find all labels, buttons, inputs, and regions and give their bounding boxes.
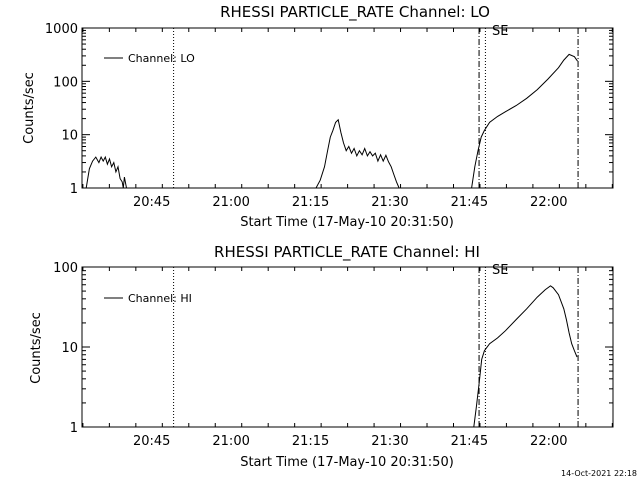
y-tick-label: 100 bbox=[53, 261, 78, 276]
y-tick-label: 1 bbox=[70, 421, 78, 436]
x-ticks-lo: 20:45 21:00 21:15 21:30 21:45 22:00 bbox=[82, 28, 613, 210]
panel-hi: RHESSI PARTICLE_RATE Channel: HI 20:45 21… bbox=[29, 243, 614, 470]
legend-label-hi: Channel: HI bbox=[128, 292, 192, 305]
event-markers-hi bbox=[173, 267, 579, 427]
x-tick-label: 20:45 bbox=[133, 195, 170, 210]
y-tick-label: 100 bbox=[53, 75, 78, 90]
x-tick-label: 21:45 bbox=[451, 434, 488, 449]
x-tick-label: 22:00 bbox=[530, 434, 567, 449]
y-axis-label-hi: Counts/sec bbox=[29, 312, 44, 384]
x-tick-label: 21:15 bbox=[292, 195, 329, 210]
x-tick-label: 21:00 bbox=[212, 195, 249, 210]
x-tick-label: 20:45 bbox=[133, 434, 170, 449]
footer-timestamp: 14-Oct-2021 22:18 bbox=[561, 469, 637, 478]
data-series-line bbox=[315, 118, 400, 189]
data-series-line bbox=[471, 53, 578, 189]
x-tick-label: 21:15 bbox=[292, 434, 329, 449]
y-ticks-lo: 1 10 100 1000 bbox=[45, 22, 613, 197]
event-markers-lo bbox=[173, 28, 579, 188]
x-ticks-hi: 20:45 21:00 21:15 21:30 21:45 22:00 bbox=[82, 267, 613, 449]
data-series-line bbox=[473, 285, 578, 428]
y-axis-label-lo: Counts/sec bbox=[22, 72, 37, 144]
y-tick-label: 1 bbox=[70, 182, 78, 197]
x-tick-label: 21:45 bbox=[451, 195, 488, 210]
legend-hi: Channel: HI bbox=[104, 292, 192, 305]
y-ticks-hi: 1 10 100 bbox=[53, 261, 613, 436]
y-tick-label: 10 bbox=[61, 129, 78, 144]
series-hi bbox=[473, 285, 578, 428]
x-tick-label: 21:00 bbox=[212, 434, 249, 449]
chart-title-hi: RHESSI PARTICLE_RATE Channel: HI bbox=[214, 243, 480, 262]
data-series-line bbox=[85, 155, 128, 189]
y-tick-label: 10 bbox=[61, 341, 78, 356]
x-tick-label: 21:30 bbox=[371, 434, 408, 449]
chart-title-lo: RHESSI PARTICLE_RATE Channel: LO bbox=[220, 3, 490, 22]
series-lo bbox=[85, 53, 578, 189]
y-tick-label: 1000 bbox=[45, 22, 78, 37]
plot-frame-hi bbox=[81, 266, 614, 428]
marker-label-lo: SE bbox=[492, 24, 508, 39]
marker-label-hi: SE bbox=[492, 263, 508, 278]
panel-lo: RHESSI PARTICLE_RATE Channel: LO 20:45 21… bbox=[22, 3, 614, 230]
legend-lo: Channel: LO bbox=[104, 52, 195, 65]
x-tick-label: 21:30 bbox=[371, 195, 408, 210]
x-axis-label-hi: Start Time (17-May-10 20:31:50) bbox=[240, 455, 454, 470]
x-tick-label: 22:00 bbox=[530, 195, 567, 210]
x-axis-label-lo: Start Time (17-May-10 20:31:50) bbox=[240, 215, 454, 230]
legend-label-lo: Channel: LO bbox=[128, 52, 195, 65]
